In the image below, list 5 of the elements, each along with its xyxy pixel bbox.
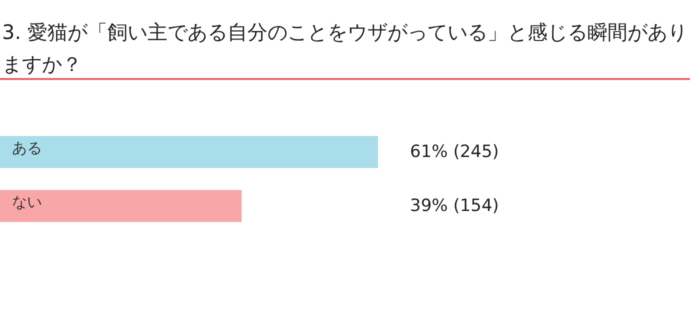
data-label: 61% (245)	[410, 142, 499, 162]
chart-title: 3. 愛猫が「飼い主である自分のことをウザがっている」と感じる瞬間がありますか？	[0, 0, 690, 80]
y-tick-label: ある	[12, 139, 42, 158]
data-label: 39% (154)	[410, 196, 499, 216]
y-tick-label: ない	[12, 192, 42, 211]
